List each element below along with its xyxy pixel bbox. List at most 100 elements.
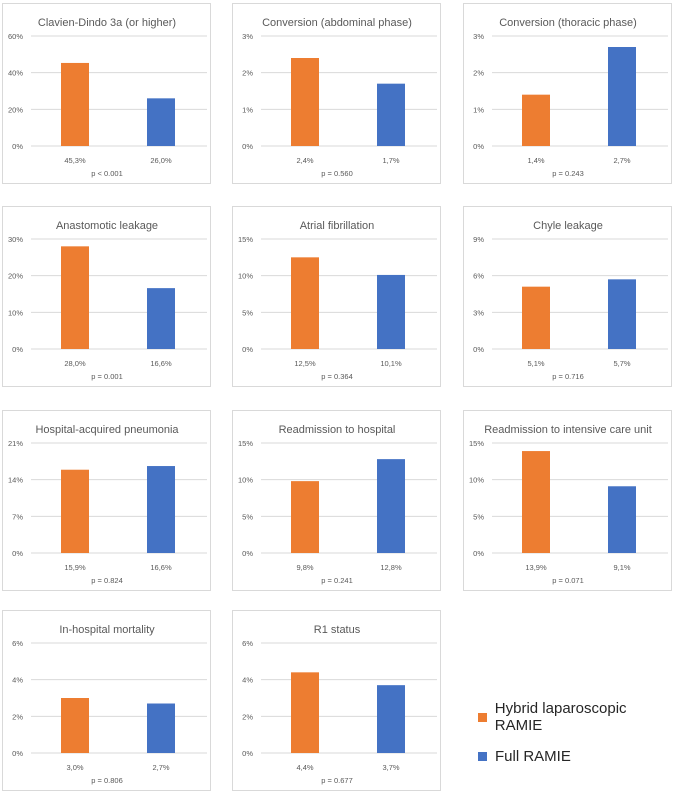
- chart-title: R1 status: [314, 624, 361, 636]
- y-tick-label: 15%: [238, 235, 253, 244]
- value-label: 13,9%: [525, 563, 547, 572]
- bar-full-ramie: [147, 466, 175, 553]
- p-value: p = 0.364: [321, 372, 353, 381]
- legend-label: Full RAMIE: [495, 748, 571, 765]
- chart-svg: Conversion (thoracic phase) 0% 1% 2% 3% 1,4% 2…: [473, 17, 668, 178]
- y-tick-label: 0%: [473, 345, 484, 354]
- value-label: 9,8%: [296, 563, 313, 572]
- chart-svg: Readmission to intensive care unit 0% 5% 10…: [469, 424, 668, 585]
- value-label: 10,1%: [380, 359, 402, 368]
- bar-hybrid-ramie: [291, 481, 319, 553]
- chart-panel: Readmission to intensive care unit 0% 5% 10…: [463, 410, 672, 591]
- p-value: p = 0.560: [321, 169, 353, 178]
- value-label: 3,0%: [66, 763, 83, 772]
- chart-title: Conversion (thoracic phase): [499, 17, 637, 29]
- y-tick-label: 3%: [473, 308, 484, 317]
- chart-svg: Readmission to hospital 0% 5% 10% 15% 9,8% 12,…: [238, 424, 437, 585]
- y-tick-label: 0%: [242, 749, 253, 758]
- chart-title: Readmission to hospital: [279, 424, 396, 436]
- y-tick-label: 3%: [242, 32, 253, 41]
- y-tick-label: 0%: [473, 142, 484, 151]
- chart-panel: Chyle leakage 0% 3% 6% 9% 5,1% 5,7% p = 0.716: [463, 206, 672, 387]
- value-label: 26,0%: [150, 156, 172, 165]
- y-tick-label: 3%: [473, 32, 484, 41]
- bar-full-ramie: [377, 685, 405, 753]
- y-tick-label: 10%: [8, 308, 23, 317]
- bar-full-ramie: [147, 98, 175, 146]
- chart-panel: Readmission to hospital 0% 5% 10% 15% 9,8% 12,…: [232, 410, 441, 591]
- y-tick-label: 20%: [8, 105, 23, 114]
- bar-hybrid-ramie: [522, 286, 550, 349]
- chart-panel: R1 status 0% 2% 4% 6% 4,4% 3,7% p = 0.677: [232, 610, 441, 791]
- chart-svg: Chyle leakage 0% 3% 6% 9% 5,1% 5,7% p = 0.716: [473, 220, 668, 381]
- y-tick-label: 10%: [469, 476, 484, 485]
- value-label: 15,9%: [64, 563, 86, 572]
- bar-full-ramie: [377, 274, 405, 349]
- chart-panel: Clavien-Dindo 3a (or higher) 0% 20% 40% 60% 4…: [2, 3, 211, 184]
- y-tick-label: 15%: [238, 439, 253, 448]
- bar-full-ramie: [377, 83, 405, 146]
- bar-hybrid-ramie: [522, 451, 550, 553]
- y-tick-label: 10%: [238, 476, 253, 485]
- p-value: p = 0.243: [552, 169, 584, 178]
- chart-title: Clavien-Dindo 3a (or higher): [38, 17, 176, 29]
- bar-hybrid-ramie: [291, 672, 319, 753]
- p-value: p < 0.001: [91, 169, 123, 178]
- chart-svg: Clavien-Dindo 3a (or higher) 0% 20% 40% 60% 4…: [8, 17, 207, 178]
- value-label: 1,7%: [382, 156, 399, 165]
- chart-title: In-hospital mortality: [59, 624, 155, 636]
- y-tick-label: 10%: [238, 272, 253, 281]
- chart-panel: Anastomotic leakage 0% 10% 20% 30% 28,0% 16,6%…: [2, 206, 211, 387]
- p-value: p = 0.824: [91, 576, 123, 585]
- bar-hybrid-ramie: [522, 94, 550, 146]
- y-tick-label: 0%: [473, 549, 484, 558]
- bar-hybrid-ramie: [291, 257, 319, 349]
- y-tick-label: 2%: [12, 712, 23, 721]
- y-tick-label: 2%: [242, 712, 253, 721]
- bar-full-ramie: [608, 47, 636, 146]
- y-tick-label: 4%: [242, 676, 253, 685]
- p-value: p = 0.677: [321, 776, 353, 785]
- chart-panel: Hospital-acquired pneumonia 0% 7% 14% 21% 15,…: [2, 410, 211, 591]
- y-tick-label: 1%: [242, 105, 253, 114]
- value-label: 9,1%: [613, 563, 630, 572]
- y-tick-label: 0%: [242, 142, 253, 151]
- bar-hybrid-ramie: [61, 698, 89, 753]
- chart-svg: Conversion (abdominal phase) 0% 1% 2% 3% 2,4%…: [242, 17, 437, 178]
- y-tick-label: 7%: [12, 512, 23, 521]
- bar-full-ramie: [377, 459, 405, 553]
- value-label: 4,4%: [296, 763, 313, 772]
- value-label: 28,0%: [64, 359, 86, 368]
- y-tick-label: 0%: [242, 549, 253, 558]
- y-tick-label: 20%: [8, 272, 23, 281]
- chart-panel: Conversion (thoracic phase) 0% 1% 2% 3% 1,4% 2…: [463, 3, 672, 184]
- chart-title: Anastomotic leakage: [56, 220, 158, 232]
- chart-title: Readmission to intensive care unit: [484, 424, 652, 436]
- y-tick-label: 14%: [8, 476, 23, 485]
- value-label: 2,7%: [613, 156, 630, 165]
- y-tick-label: 4%: [12, 676, 23, 685]
- y-tick-label: 6%: [12, 639, 23, 648]
- chart-title: Atrial fibrillation: [300, 220, 375, 232]
- chart-panel: In-hospital mortality 0% 2% 4% 6% 3,0% 2,7% p =…: [2, 610, 211, 791]
- y-tick-label: 60%: [8, 32, 23, 41]
- y-tick-label: 30%: [8, 235, 23, 244]
- legend-label: Hybrid laparoscopic RAMIE: [494, 700, 627, 734]
- legend-item-hybrid: Hybrid laparoscopic RAMIE: [478, 700, 674, 734]
- chart-svg: Atrial fibrillation 0% 5% 10% 15% 12,5% 10,1% p…: [238, 220, 437, 381]
- chart-title: Conversion (abdominal phase): [262, 17, 412, 29]
- value-label: 5,7%: [613, 359, 630, 368]
- value-label: 2,7%: [152, 763, 169, 772]
- p-value: p = 0.806: [91, 776, 123, 785]
- bar-full-ramie: [608, 486, 636, 553]
- legend-swatch-blue: [478, 752, 487, 761]
- value-label: 5,1%: [527, 359, 544, 368]
- value-label: 12,5%: [294, 359, 316, 368]
- y-tick-label: 0%: [242, 345, 253, 354]
- y-tick-label: 6%: [473, 272, 484, 281]
- y-tick-label: 40%: [8, 69, 23, 78]
- chart-svg: Anastomotic leakage 0% 10% 20% 30% 28,0% 16,6%…: [8, 220, 207, 381]
- y-tick-label: 5%: [242, 308, 253, 317]
- legend-swatch-orange: [478, 712, 487, 722]
- p-value: p = 0.241: [321, 576, 353, 585]
